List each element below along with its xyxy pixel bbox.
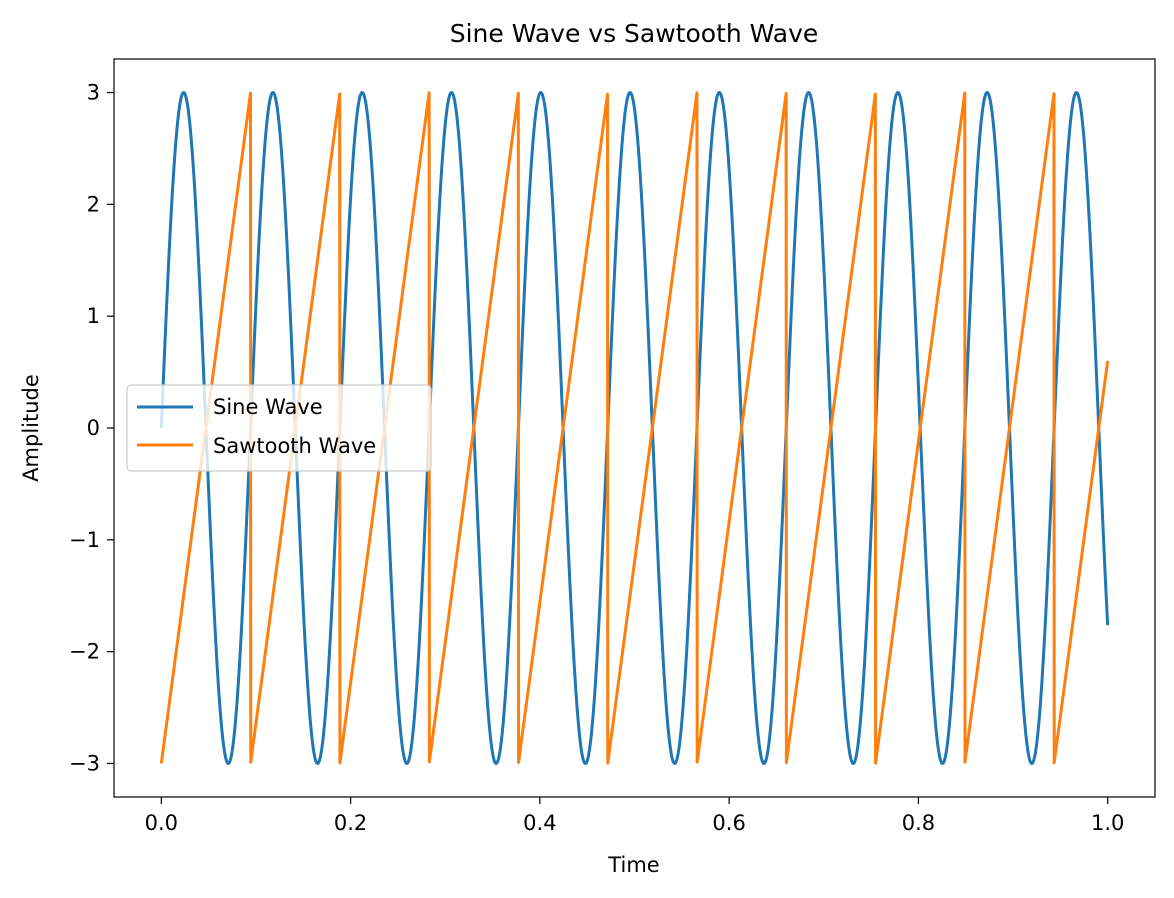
y-tick-label: −3	[69, 751, 100, 775]
x-tick-label: 0.2	[334, 811, 367, 835]
series-line-sine	[159, 91, 1110, 765]
x-axis-label: Time	[607, 853, 659, 877]
y-tick-label: 3	[87, 81, 100, 105]
x-tick-label: 0.4	[523, 811, 556, 835]
x-tick-label: 1.0	[1091, 811, 1124, 835]
legend-label-sawtooth: Sawtooth Wave	[213, 434, 376, 458]
y-tick-label: 2	[87, 192, 100, 216]
legend-box	[126, 384, 432, 472]
y-axis-label: Amplitude	[19, 374, 43, 482]
y-axis-ticks: −3 −2 −1 0 1 2 3	[69, 81, 114, 775]
chart-title: Sine Wave vs Sawtooth Wave	[450, 19, 819, 48]
x-tick-label: 0.0	[145, 811, 178, 835]
x-axis-ticks: 0.0 0.2 0.4 0.6 0.8 1.0	[145, 797, 1124, 835]
y-tick-label: −1	[69, 528, 100, 552]
y-tick-label: 0	[87, 416, 100, 440]
series-line-sawtooth	[159, 91, 1110, 765]
y-tick-label: 1	[87, 304, 100, 328]
y-tick-label: −2	[69, 640, 100, 664]
plot-lines	[159, 91, 1110, 765]
x-tick-label: 0.8	[902, 811, 935, 835]
x-tick-label: 0.6	[712, 811, 745, 835]
legend: Sine Wave Sawtooth Wave	[126, 384, 432, 472]
legend-label-sine: Sine Wave	[213, 395, 323, 419]
